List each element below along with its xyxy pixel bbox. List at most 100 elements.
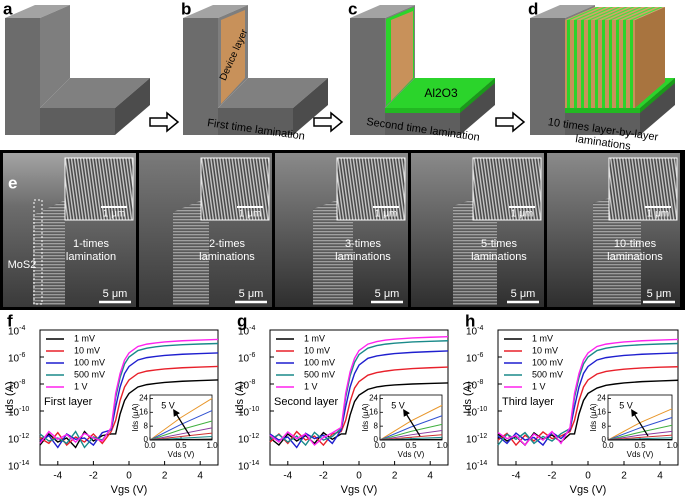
panel-label: c [348, 0, 357, 18]
block-top [350, 5, 415, 18]
block-side [40, 5, 70, 108]
y-tick-exponent: -12 [477, 433, 487, 440]
laminated-stack [33, 200, 65, 305]
laminated-stack [313, 194, 353, 305]
legend-label: 500 mV [532, 369, 563, 379]
block-front [350, 18, 385, 135]
stack-stripe [616, 20, 619, 108]
inset-scale: 1 μm [511, 209, 533, 220]
inset-y-label: Ids (μA) [589, 403, 598, 432]
series-line [269, 366, 449, 447]
annotation: Third layer [502, 396, 554, 408]
legend-label: 1 V [304, 381, 318, 391]
legend-label: 1 V [532, 381, 546, 391]
y-tick-exponent: -10 [249, 406, 259, 413]
laminated-stack [173, 197, 209, 305]
inset-y-tick-label: 8 [144, 421, 149, 430]
scale-label: 5 μm [103, 288, 128, 300]
stack-stripe [567, 7, 600, 20]
series-line [149, 410, 213, 441]
image-label: laminations [199, 251, 255, 263]
series-line [149, 420, 213, 441]
inset-x-tick-label: 0.0 [144, 441, 156, 450]
base-top [40, 78, 150, 108]
y-tick-exponent: -4 [249, 325, 255, 332]
arrow [149, 111, 180, 133]
series-line [269, 350, 449, 449]
x-axis-label: Vgs (V) [341, 484, 378, 496]
stack-stripe [574, 20, 577, 108]
y-tick-exponent: -14 [249, 460, 259, 467]
y-tick-exponent: -6 [477, 352, 483, 359]
inset-y-tick-label: 16 [369, 407, 378, 416]
panel-label: d [528, 0, 538, 18]
inset-y-tick-label: 24 [139, 394, 148, 403]
inset-frame [607, 394, 673, 441]
legend-label: 100 mV [304, 357, 335, 367]
y-axis-label: Ids (A) [462, 381, 474, 413]
series-line [39, 338, 219, 444]
layer-label: Al2O3 [424, 86, 458, 100]
inset-annotation: 5 V [619, 400, 633, 410]
inset-x-tick-label: 0.0 [374, 441, 386, 450]
stack-stripe [609, 20, 612, 108]
stack-stripe [588, 7, 621, 20]
y-tick-label: 10-14 [238, 460, 259, 473]
base-side [115, 78, 150, 135]
series-line [497, 352, 679, 447]
x-tick-label: 4 [657, 471, 663, 482]
y-tick-exponent: -6 [249, 352, 255, 359]
inset-x-label: Vds (V) [398, 450, 425, 459]
series-line [39, 379, 219, 449]
image-label: 1-times [73, 238, 110, 250]
x-tick-label: -4 [512, 471, 521, 482]
inset-x-tick-label: 0.5 [405, 441, 417, 450]
base-side [460, 78, 495, 135]
inset-image [472, 157, 542, 221]
stack-stripe [616, 7, 649, 20]
image-label: 5-times [481, 238, 518, 250]
x-tick-label: 2 [621, 471, 627, 482]
inset-x-tick-label: 0.0 [602, 441, 614, 450]
x-tick-label: -4 [53, 471, 62, 482]
y-tick-label: 10-14 [8, 460, 29, 473]
inset-y-tick-label: 8 [374, 421, 379, 430]
inset-y-tick-label: 0 [374, 435, 379, 444]
series-line [149, 398, 213, 441]
scale-label: 5 μm [375, 288, 400, 300]
series-line [269, 335, 449, 447]
series-line [497, 338, 679, 447]
stack-stripe [630, 20, 633, 108]
x-tick-label: -2 [548, 471, 557, 482]
arrow [313, 111, 344, 133]
series-line [149, 432, 213, 441]
base-front [385, 108, 460, 135]
stack-stripe [574, 7, 607, 20]
x-tick-label: 2 [162, 471, 168, 482]
inset-x-tick-label: 0.5 [634, 441, 646, 450]
series-line [149, 438, 213, 441]
image-label: 3-times [345, 238, 382, 250]
y-tick-label: 10-12 [238, 433, 259, 446]
stack-stripe [602, 20, 605, 108]
inset-y-tick-label: 0 [602, 435, 607, 444]
block-front [5, 18, 40, 135]
series-line [607, 424, 673, 441]
legend-label: 1 mV [532, 333, 553, 343]
inset-scale: 1 μm [375, 209, 397, 220]
al2o3-front [565, 108, 640, 113]
material-label: MoS2 [8, 259, 37, 271]
x-tick-label: 0 [126, 471, 132, 482]
arrow [495, 111, 526, 133]
inset-x-label: Vds (V) [168, 450, 195, 459]
inset-scale: 1 μm [239, 209, 261, 220]
inset-x-tick-label: 1.0 [206, 441, 218, 450]
series-line [497, 342, 679, 446]
y-tick-label: 10-6 [238, 352, 255, 365]
x-tick-label: 4 [197, 471, 203, 482]
scale-label: 5 μm [239, 288, 264, 300]
block-top [183, 5, 248, 18]
inset-y-tick-label: 8 [602, 421, 607, 430]
image-label: laminations [607, 251, 663, 263]
y-tick-label: 10-12 [8, 433, 29, 446]
